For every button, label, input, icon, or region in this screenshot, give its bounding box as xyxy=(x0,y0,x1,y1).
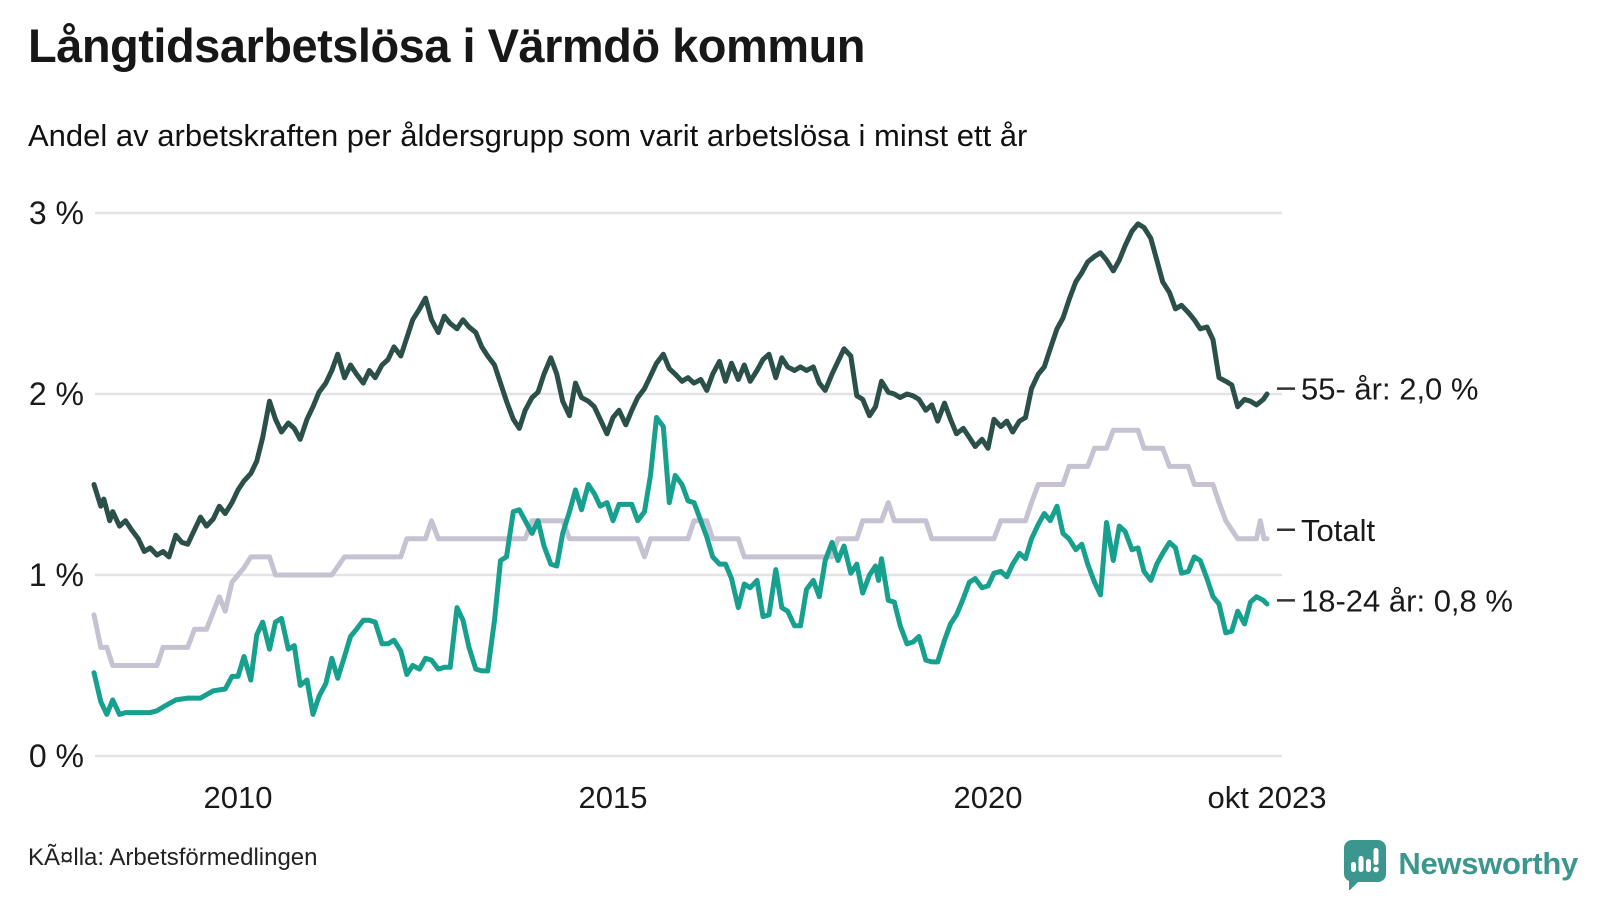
source-note: KÃ¤lla: Arbetsförmedlingen xyxy=(28,844,318,871)
series-line-55-r xyxy=(91,221,1270,560)
y-axis-tick-label: 2 % xyxy=(29,376,84,412)
x-axis-tick-label: okt 2023 xyxy=(1208,780,1327,815)
series-line-totalt xyxy=(91,427,1270,668)
newsworthy-icon xyxy=(1344,840,1387,890)
y-axis-tick-label: 0 % xyxy=(29,738,84,774)
x-axis-tick-label: 2010 xyxy=(204,780,273,815)
x-axis-tick-label: 2020 xyxy=(954,780,1023,815)
series-line-18-24-r xyxy=(91,415,1270,717)
series-end-label: 18-24 år: 0,8 % xyxy=(1301,583,1513,618)
series-end-label: Totalt xyxy=(1301,513,1375,548)
chart-subtitle: Andel av arbetskraften per åldersgrupp s… xyxy=(28,118,1028,153)
x-axis-tick-label: 2015 xyxy=(579,780,648,815)
page-title: Långtidsarbetslösa i Värmdö kommun xyxy=(28,19,866,72)
y-axis-tick-label: 1 % xyxy=(29,557,84,593)
series-end-label: 55- år: 2,0 % xyxy=(1301,372,1478,407)
newsworthy-logo: Newsworthy xyxy=(1342,838,1578,890)
y-axis-tick-label: 3 % xyxy=(29,195,84,231)
newsworthy-wordmark: Newsworthy xyxy=(1398,846,1578,881)
